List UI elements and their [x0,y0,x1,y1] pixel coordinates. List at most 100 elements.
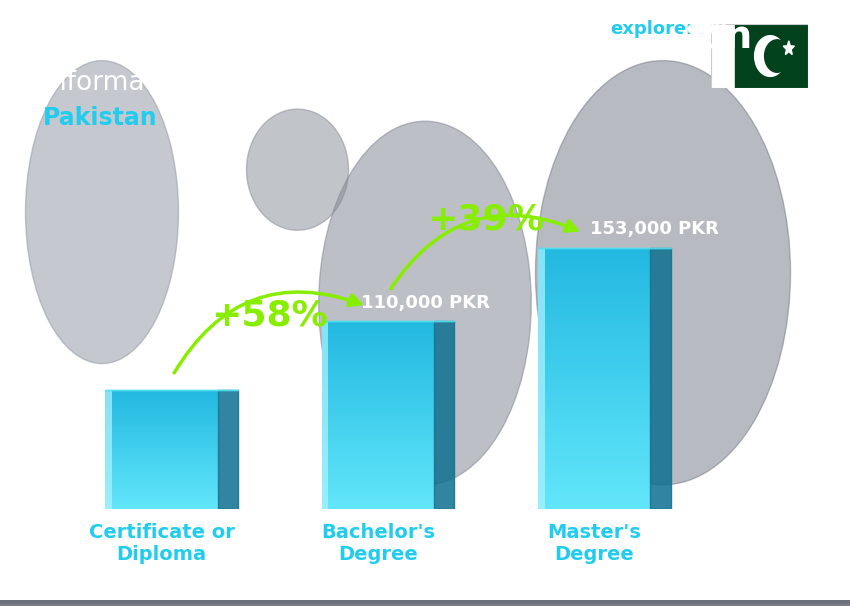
Bar [0,601,850,604]
Bar [538,421,650,424]
Bar [0,602,850,605]
Bar [0,602,850,605]
Bar [0,602,850,605]
Bar [105,427,218,429]
Bar [0,603,850,606]
Bar [105,435,218,436]
Bar [105,481,218,482]
Bar [0,601,850,604]
Bar [321,422,434,424]
Bar [0,602,850,605]
Bar [0,603,850,606]
Bar [105,402,218,404]
Bar [538,255,650,258]
Bar [321,502,434,504]
Bar [321,333,434,335]
Bar [0,603,850,606]
Bar [105,488,218,490]
Bar [321,347,434,349]
Bar [105,411,218,413]
Bar [538,401,650,405]
Bar [0,602,850,605]
Text: +58%: +58% [212,298,328,332]
Bar [538,450,650,453]
Bar [0,603,850,606]
Bar [0,600,850,603]
Bar [538,388,650,391]
Bar [538,310,650,313]
Bar [0,601,850,604]
Bar [105,469,218,470]
Bar [538,248,545,509]
Bar [105,396,218,398]
Bar [321,356,434,359]
Bar [538,251,650,255]
Bar [0,601,850,604]
Bar [538,476,650,479]
Bar [0,600,850,604]
Bar [0,602,850,605]
Bar [538,479,650,483]
Bar [0,600,850,603]
Bar [0,601,850,604]
Bar [0,602,850,605]
Bar [0,601,850,604]
Bar [0,601,850,604]
Bar [0,601,850,604]
Bar [0,602,850,605]
Bar [0,603,850,606]
Bar [321,413,434,415]
Bar [538,365,650,368]
Bar [321,345,434,347]
Text: Pakistan: Pakistan [42,106,157,130]
Bar [0,602,850,605]
Bar [0,601,850,604]
Bar [538,444,650,447]
Bar [321,476,434,479]
Bar [0,602,850,605]
Bar [0,601,850,604]
Text: +39%: +39% [428,203,545,237]
Bar [105,459,218,460]
Bar [538,313,650,316]
Bar [321,391,434,394]
Bar [105,496,218,497]
Bar [321,450,434,453]
Bar [538,470,650,473]
Bar [0,601,850,604]
Bar [538,319,650,323]
Bar [0,602,850,605]
Bar [105,439,218,441]
Bar [0,602,850,605]
Bar [321,490,434,493]
Bar [321,488,434,490]
Bar [0,601,850,604]
Bar [0,602,850,605]
Bar [0,601,850,604]
Bar [0,602,850,605]
Bar [105,441,218,442]
Bar [321,431,434,434]
Bar [0,600,850,603]
Bar [538,372,650,375]
Bar [538,453,650,457]
Bar [0,602,850,605]
Bar [0,601,850,604]
Bar [0,602,850,605]
Bar [0,600,850,603]
Bar [0,602,850,605]
Bar [0,600,850,603]
Bar [321,364,434,366]
Bar [0,603,850,606]
Bar [105,408,218,410]
Bar [105,451,218,453]
Bar [105,478,218,479]
Bar [0,602,850,605]
Bar [538,375,650,378]
Bar [0,600,850,603]
Bar [538,290,650,293]
Bar [0,602,850,605]
Bar [538,352,650,356]
Bar [0,602,850,605]
Text: salary: salary [548,20,609,38]
